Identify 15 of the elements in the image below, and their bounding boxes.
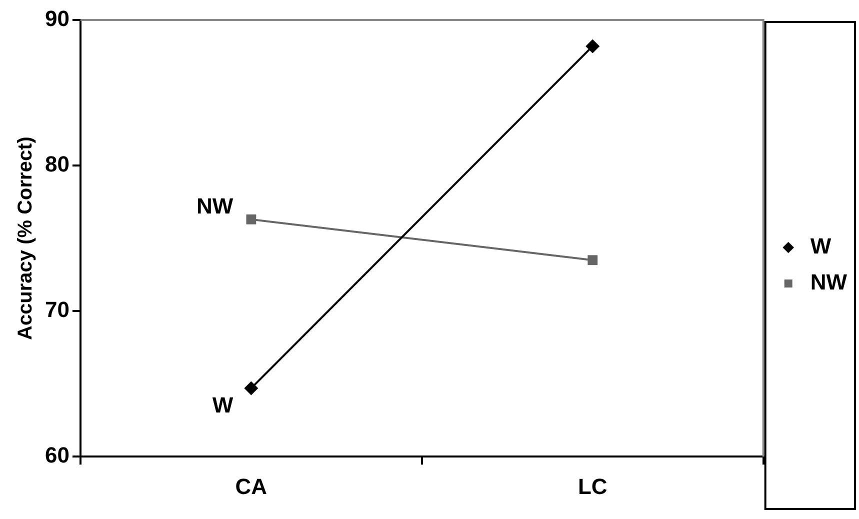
y-tick-label: 90 bbox=[44, 6, 70, 32]
y-tick-label: 60 bbox=[44, 442, 70, 468]
point bbox=[246, 214, 256, 224]
legend-label: W bbox=[810, 234, 832, 259]
legend-label: NW bbox=[810, 270, 848, 295]
point bbox=[244, 381, 258, 396]
x-tick-label: CA bbox=[235, 474, 268, 499]
y-tick-label: 70 bbox=[44, 297, 70, 322]
point bbox=[586, 39, 600, 54]
annotation: W bbox=[212, 392, 234, 418]
x-tick-label: LC bbox=[578, 474, 608, 499]
annotation: NW bbox=[196, 193, 234, 218]
y-tick-label: 80 bbox=[44, 152, 70, 177]
point bbox=[588, 255, 598, 266]
y-axis-title: Accuracy (% Correct) bbox=[14, 136, 37, 340]
